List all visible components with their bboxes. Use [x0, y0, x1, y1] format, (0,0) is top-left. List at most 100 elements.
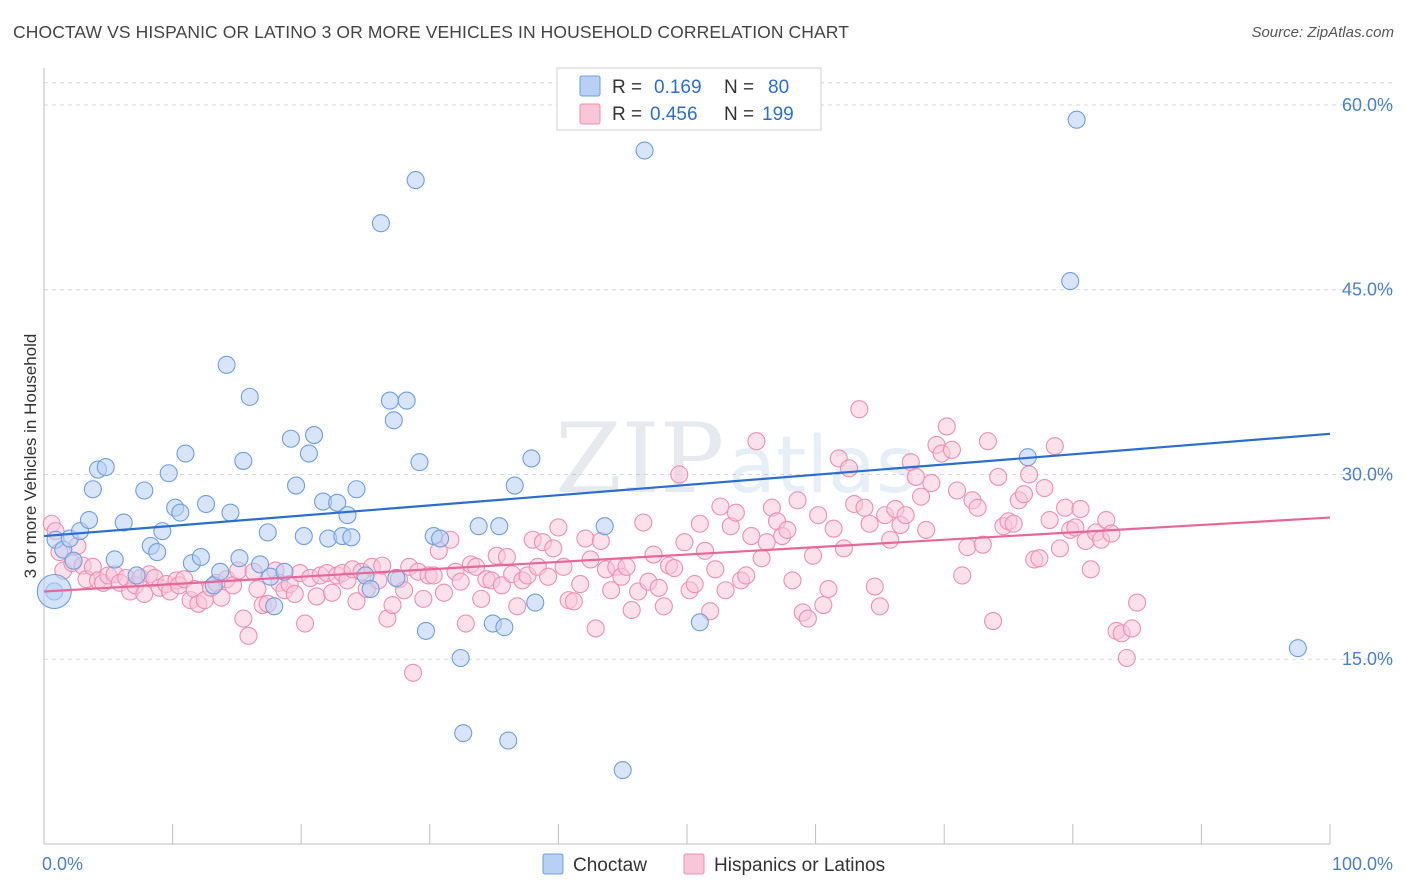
hispanic-point [634, 513, 653, 532]
hispanic-point [716, 581, 735, 600]
choctaw-point [299, 444, 318, 463]
choctaw-point [338, 506, 357, 525]
legend-r-value-choctaw: 0.169 [654, 77, 702, 98]
hispanic-point [576, 529, 595, 548]
hispanic-point [798, 609, 817, 628]
hispanic-point [870, 597, 889, 616]
hispanic-point [834, 539, 853, 558]
hispanic-point [404, 663, 423, 682]
series-legend-swatch-hispanic [683, 853, 705, 875]
hispanic-point [778, 520, 797, 539]
choctaw-point [1061, 272, 1080, 291]
hispanic-point [617, 557, 636, 576]
hispanic-point [1035, 478, 1054, 498]
choctaw-point [347, 480, 366, 499]
choctaw-point [635, 141, 654, 160]
hispanic-point [492, 576, 511, 595]
hispanic-point [953, 566, 972, 585]
hispanic-point [747, 432, 766, 451]
hispanic-point [1117, 648, 1136, 668]
hispanic-point [757, 533, 776, 552]
hispanic-point [989, 467, 1008, 486]
hispanic-point [685, 575, 704, 594]
choctaw-point [342, 528, 361, 547]
y-tick-label: 30.0% [1342, 464, 1393, 484]
hispanic-point [752, 549, 771, 568]
legend-n-label-hispanic: N = [724, 104, 754, 125]
hispanic-point [434, 583, 453, 602]
choctaw-point [406, 171, 425, 190]
choctaw-point [397, 391, 416, 410]
hispanic-point [1122, 619, 1142, 638]
hispanic-point [239, 626, 258, 645]
hispanic-point [984, 612, 1003, 631]
hispanic-point [819, 579, 838, 599]
hispanic-point [783, 571, 802, 590]
legend-n-label-choctaw: N = [724, 77, 754, 98]
hispanic-point [726, 503, 745, 522]
y-axis-label: 3 or more Vehicles in Household [21, 334, 40, 579]
hispanic-point [571, 575, 590, 594]
watermark: ZIP atlas [555, 403, 917, 515]
stats-legend-box [556, 67, 822, 131]
watermark-zip: ZIP [555, 403, 724, 515]
hispanic-point [906, 467, 925, 486]
choctaw-point [287, 476, 306, 495]
choctaw-point [1067, 110, 1086, 129]
hispanic-point [414, 589, 433, 608]
hispanic-point [711, 497, 730, 516]
hispanic-point [788, 491, 807, 510]
choctaw-point [281, 429, 300, 448]
hispanic-point [701, 602, 720, 621]
hispanic-point [1045, 437, 1064, 456]
choctaw-point [217, 355, 236, 374]
hispanic-point [937, 417, 956, 436]
choctaw-point [171, 503, 190, 522]
hispanic-point [665, 559, 684, 578]
choctaw-point [522, 449, 541, 468]
choctaw-point [250, 555, 270, 574]
hispanic-point [564, 592, 583, 611]
y-tick-labels: 15.0% 30.0% 45.0% 60.0% [1342, 95, 1393, 669]
hispanic-point [296, 614, 315, 633]
hispanic-point [675, 533, 694, 552]
series-legend: Choctaw Hispanics or Latinos [542, 853, 885, 876]
hispanic-point [622, 600, 641, 620]
hispanic-point [742, 527, 761, 546]
choctaw-points [36, 110, 1307, 780]
choctaw-point [416, 621, 435, 640]
hispanic-point [865, 577, 884, 596]
hispanic-point [1081, 560, 1100, 579]
hispanic-point [968, 498, 987, 517]
choctaw-point [505, 476, 524, 495]
hispanic-point [472, 589, 491, 608]
hispanic-point [860, 514, 879, 533]
hispanic-point [917, 520, 936, 539]
hispanic-point [451, 572, 470, 591]
choctaw-point [595, 517, 614, 536]
source-credit: Source: ZipAtlas.com [1251, 24, 1394, 41]
legend-r-label-hispanic: R = [612, 104, 642, 125]
choctaw-point [387, 568, 406, 587]
hispanic-point [373, 556, 392, 575]
hispanic-point [814, 595, 833, 615]
trend-line-choctaw [43, 432, 1331, 538]
choctaw-point [499, 731, 518, 750]
hispanic-point [424, 566, 443, 585]
hispanic-point [737, 566, 756, 585]
choctaw-point [79, 511, 99, 530]
trend-lines [43, 432, 1331, 593]
choctaw-point [454, 724, 473, 743]
choctaw-point [380, 391, 399, 410]
choctaw-point [490, 517, 509, 536]
choctaw-point [1288, 639, 1307, 658]
hispanic-point [1056, 498, 1075, 517]
choctaw-point [135, 481, 154, 500]
legend-swatch-choctaw [579, 75, 601, 97]
hispanic-point [942, 440, 961, 459]
hispanic-point [539, 567, 558, 586]
choctaw-point [64, 551, 83, 570]
hispanic-point [690, 514, 709, 533]
hispanic-point [644, 545, 663, 564]
